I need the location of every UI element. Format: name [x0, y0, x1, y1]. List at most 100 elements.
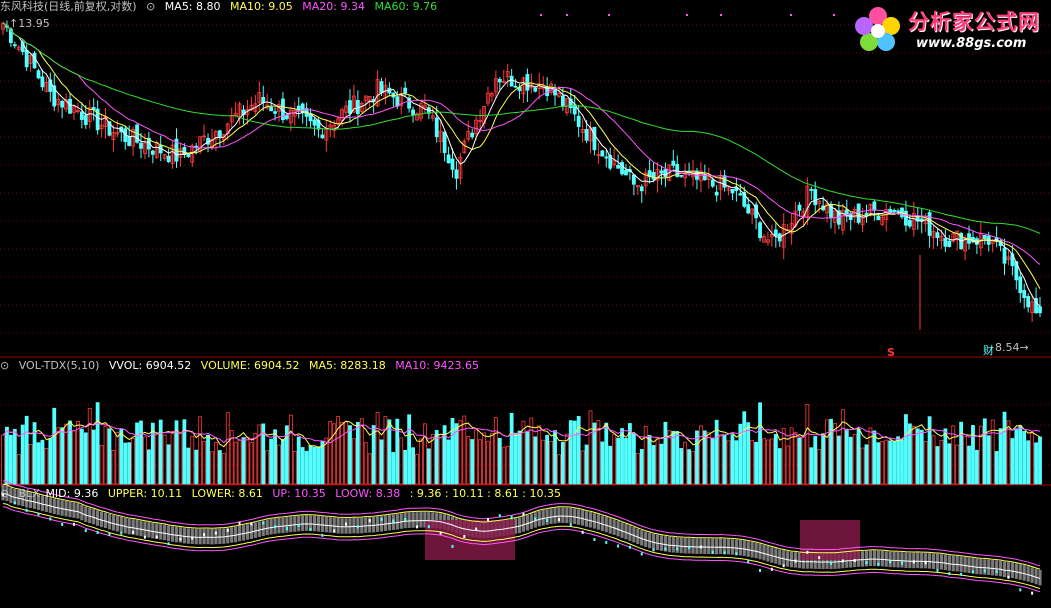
vol-toggle-icon[interactable]: ⊙	[0, 359, 10, 372]
volume-bar	[856, 428, 861, 485]
candle-body	[533, 87, 538, 92]
blx-band	[920, 552, 924, 569]
blx-band	[931, 553, 936, 569]
blx-band	[707, 538, 711, 555]
volume-bar	[844, 428, 849, 485]
blx-band	[119, 516, 123, 533]
blx-marker	[486, 518, 489, 522]
volume-bar	[722, 434, 727, 485]
low-price-label: 8.54→	[995, 341, 1029, 354]
blx-band	[1038, 569, 1042, 586]
blx-band	[230, 527, 234, 543]
volume-bar	[355, 421, 360, 485]
candle-body	[600, 150, 605, 157]
volume-bar	[568, 420, 573, 485]
blx-band	[5, 485, 9, 502]
blx-band	[608, 518, 612, 534]
volume-bar	[340, 422, 344, 485]
blx-band	[1018, 564, 1022, 580]
volume-bar	[683, 441, 688, 485]
blx-band	[257, 521, 261, 537]
finance-marker[interactable]: 财	[983, 344, 994, 357]
volume-bar	[162, 434, 167, 485]
blx-band	[640, 530, 644, 546]
blx-toggle-icon[interactable]: ⊙	[0, 487, 10, 500]
candle-body	[635, 184, 640, 188]
volume-bar	[1018, 425, 1023, 485]
blx-band	[868, 550, 873, 567]
blx-marker	[735, 552, 738, 556]
volume-bar	[797, 437, 802, 485]
blx-marker	[439, 531, 442, 535]
candle-body	[497, 78, 502, 83]
volume-bar	[541, 439, 546, 485]
candle-body	[998, 240, 1003, 247]
blx-marker	[333, 529, 336, 533]
flower-logo-icon	[855, 7, 900, 51]
blx-marker	[534, 517, 537, 521]
price-header: 东风科技(日线,前复权,对数) ⊙ MA5: 8.80 MA10: 9.05 M…	[0, 0, 443, 14]
volume-bar	[829, 418, 833, 485]
blx-loow-line	[2, 506, 1041, 593]
volume-bar	[553, 430, 557, 485]
volume-bar	[718, 434, 723, 485]
blx-band	[521, 516, 526, 532]
blx-marker	[688, 545, 691, 549]
blx-marker	[37, 512, 40, 516]
candle-body	[963, 237, 967, 252]
blx-marker	[841, 559, 844, 563]
blx-up-label: UP: 10.35	[272, 487, 326, 500]
ma20-line	[2, 22, 1041, 265]
blx-band	[1026, 566, 1030, 582]
stock-title[interactable]: 东风科技(日线,前复权,对数)	[0, 0, 137, 13]
blx-band	[955, 555, 959, 572]
candle-body	[990, 240, 995, 245]
blx-band	[305, 515, 309, 531]
ma10-line	[2, 22, 1041, 289]
blx-band	[40, 495, 45, 512]
blx-band	[636, 528, 640, 545]
blx-band	[44, 496, 48, 512]
volume-bar	[442, 425, 447, 485]
blx-band	[726, 538, 731, 555]
blx-marker	[676, 547, 679, 551]
volume-bar	[48, 438, 53, 485]
candle-body	[943, 238, 948, 247]
blx-band	[368, 517, 372, 533]
candle-body	[249, 104, 254, 111]
vol-ma5-line	[2, 419, 1041, 449]
blx-band	[253, 522, 257, 538]
blx-band	[880, 550, 884, 567]
volume-bar	[643, 426, 648, 485]
volume-bar	[868, 427, 873, 485]
candle-body	[186, 153, 191, 158]
volume-bar	[44, 447, 49, 485]
blx-zone	[800, 520, 860, 560]
blx-band	[170, 526, 175, 542]
candle-body	[1022, 290, 1027, 298]
blx-band	[719, 538, 723, 555]
volume-bar	[52, 407, 57, 485]
candle-body	[64, 99, 68, 110]
volume-bar	[663, 421, 668, 485]
ma-toggle-icon[interactable]: ⊙	[146, 0, 156, 13]
blx-band	[1034, 568, 1038, 585]
candle-body	[16, 46, 21, 51]
blx-band	[139, 520, 143, 537]
blx-band	[695, 538, 699, 554]
blx-marker	[912, 560, 915, 564]
candle-body	[659, 170, 664, 174]
candle-body	[415, 113, 419, 121]
volume-bar	[785, 445, 790, 485]
blx-band	[320, 516, 324, 532]
volume-bar	[1034, 442, 1038, 485]
marker-dot	[720, 14, 722, 16]
volume-bar	[72, 430, 76, 485]
volume-bar	[793, 431, 798, 485]
site-logo[interactable]: 分析家公式网 www.88gs.com	[852, 2, 1048, 58]
volume-bar	[604, 422, 609, 485]
volume-bar	[848, 436, 853, 485]
volume-bar	[888, 440, 893, 485]
ma60-line	[2, 22, 1041, 234]
